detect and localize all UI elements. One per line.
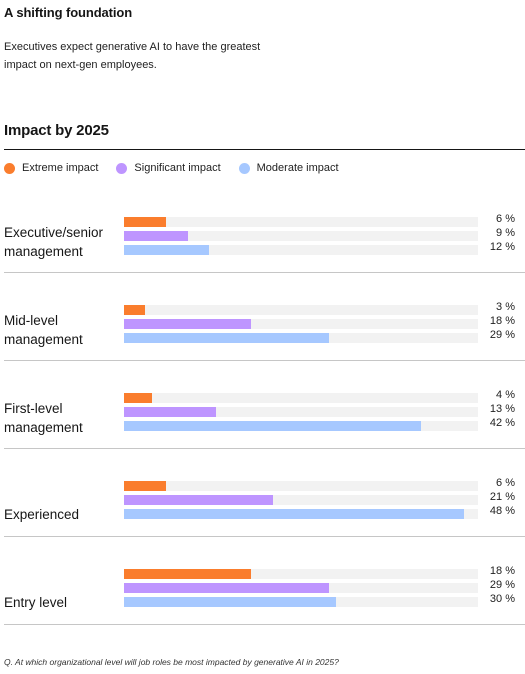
bar-track xyxy=(124,245,478,255)
chart-title: Impact by 2025 xyxy=(4,122,109,139)
bar-track xyxy=(124,481,478,491)
bar-extreme xyxy=(124,393,153,403)
bar-group: Entry level 18 % 29 % 30 % xyxy=(0,537,525,625)
legend-label-extreme: Extreme impact xyxy=(22,162,99,174)
bar-extreme xyxy=(124,217,167,227)
legend-item-moderate: Moderate impact xyxy=(238,162,339,174)
data-label: 18 % xyxy=(489,315,515,327)
bar-track xyxy=(124,333,478,343)
data-label: 4 % xyxy=(496,389,515,401)
bar-moderate xyxy=(124,333,330,343)
title-divider xyxy=(4,149,525,150)
data-label: 29 % xyxy=(489,329,515,341)
bar-group: First-level management 4 % 13 % 42 % xyxy=(0,361,525,449)
bar-track xyxy=(124,509,478,519)
bar-track xyxy=(124,393,478,403)
legend-label-moderate: Moderate impact xyxy=(256,162,339,174)
legend-swatch-moderate xyxy=(238,162,250,174)
bar-significant xyxy=(124,407,217,417)
legend-swatch-significant xyxy=(116,162,128,174)
bar-group: Experienced 6 % 21 % 48 % xyxy=(0,449,525,537)
category-label: Executive/senior management xyxy=(4,225,104,259)
bar-moderate xyxy=(124,421,422,431)
group-divider xyxy=(4,536,525,537)
bar-track xyxy=(124,583,478,593)
legend-item-extreme: Extreme impact xyxy=(4,162,98,174)
data-label: 12 % xyxy=(489,241,515,253)
chart-legend: Extreme impact Significant impact Modera… xyxy=(4,162,357,174)
data-label: 18 % xyxy=(489,565,515,577)
bar-track xyxy=(124,407,478,417)
bar-track xyxy=(124,305,478,315)
bar-extreme xyxy=(124,481,167,491)
page-subtitle: Executives expect generative AI to have … xyxy=(4,41,261,71)
group-divider xyxy=(4,360,525,361)
bar-significant xyxy=(124,231,188,241)
group-divider xyxy=(4,272,525,273)
category-label: Mid-level management xyxy=(4,313,83,347)
bar-group: Executive/senior management 6 % 9 % 12 % xyxy=(0,185,525,273)
group-divider xyxy=(4,624,525,625)
bar-track xyxy=(124,421,478,431)
group-divider xyxy=(4,448,525,449)
data-label: 3 % xyxy=(496,301,515,313)
data-label: 48 % xyxy=(489,505,515,517)
bar-group: Mid-level management 3 % 18 % 29 % xyxy=(0,273,525,361)
footnote: Q. At which organizational level will jo… xyxy=(4,657,339,667)
data-label: 6 % xyxy=(496,477,515,489)
bar-moderate xyxy=(124,597,337,607)
bar-extreme xyxy=(124,569,252,579)
bar-extreme xyxy=(124,305,146,315)
bar-track xyxy=(124,231,478,241)
bar-track xyxy=(124,319,478,329)
legend-swatch-extreme xyxy=(4,162,15,174)
bar-track xyxy=(124,597,478,607)
data-label: 6 % xyxy=(496,213,515,225)
data-label: 13 % xyxy=(489,403,515,415)
data-label: 9 % xyxy=(496,227,515,239)
bar-moderate xyxy=(124,245,209,255)
bar-significant xyxy=(124,319,252,329)
data-label: 42 % xyxy=(489,417,515,429)
legend-item-significant: Significant impact xyxy=(116,162,221,174)
data-label: 29 % xyxy=(489,579,515,591)
bar-significant xyxy=(124,583,330,593)
bar-track xyxy=(124,217,478,227)
bar-track xyxy=(124,569,478,579)
data-label: 30 % xyxy=(489,593,515,605)
bar-significant xyxy=(124,495,273,505)
category-label: Experienced xyxy=(4,507,80,522)
category-label: First-level management xyxy=(4,401,83,435)
data-label: 21 % xyxy=(489,491,515,503)
category-label: Entry level xyxy=(4,595,68,610)
bar-moderate xyxy=(124,509,464,519)
page-title: A shifting foundation xyxy=(4,5,133,20)
bar-track xyxy=(124,495,478,505)
legend-label-significant: Significant impact xyxy=(134,162,221,174)
